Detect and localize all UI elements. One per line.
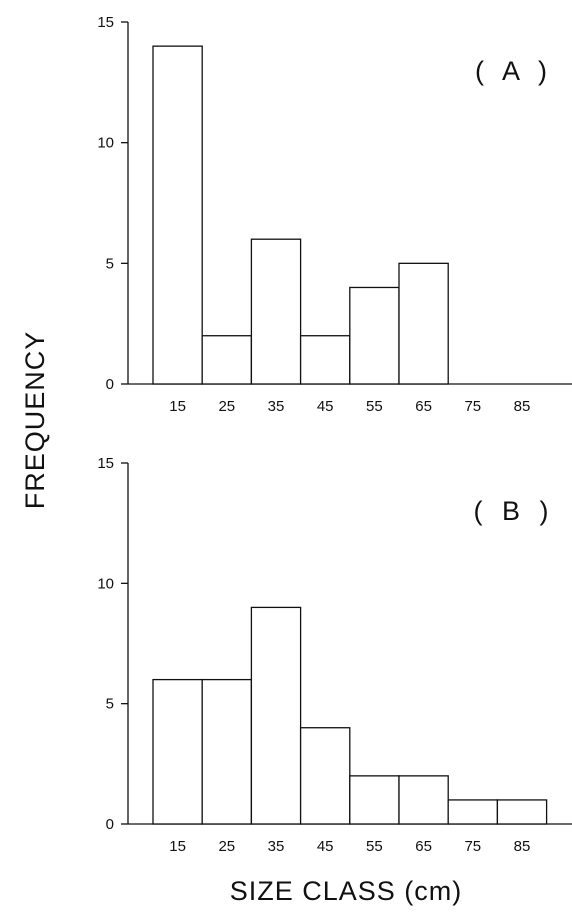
- x-tick-label: 65: [415, 398, 432, 415]
- x-tick-label: 45: [317, 838, 334, 855]
- x-tick-label: 75: [464, 398, 481, 415]
- x-tick-label: 85: [514, 398, 531, 415]
- y-tick-label: 15: [97, 14, 114, 31]
- y-tick-label: 5: [106, 696, 114, 713]
- x-axis-title: SIZE CLASS (cm): [230, 876, 463, 906]
- x-tick-label: 35: [268, 398, 285, 415]
- histogram-bar: [398, 775, 449, 825]
- panel-label: ( A ): [475, 56, 553, 86]
- histogram-bar: [250, 606, 302, 825]
- panel-label: ( B ): [474, 496, 555, 526]
- histogram-bar: [496, 799, 548, 825]
- x-tick-label: 25: [218, 398, 235, 415]
- y-axis-title: FREQUENCY: [20, 331, 50, 510]
- histogram-bar: [201, 678, 253, 825]
- histogram-bar: [299, 727, 351, 825]
- y-tick-label: 5: [106, 255, 114, 272]
- histogram-bar: [349, 286, 400, 385]
- histogram-bar: [250, 238, 302, 385]
- histogram-bar: [152, 678, 203, 825]
- x-tick-label: 55: [366, 838, 383, 855]
- y-tick-label: 0: [106, 376, 114, 393]
- x-tick-label: 55: [366, 398, 383, 415]
- x-tick-label: 25: [218, 838, 235, 855]
- y-tick-label: 0: [106, 816, 114, 833]
- histogram-bar: [398, 262, 449, 385]
- histogram-bar: [349, 775, 400, 825]
- x-tick-label: 15: [169, 398, 186, 415]
- x-tick-label: 85: [514, 838, 531, 855]
- x-tick-label: 65: [415, 838, 432, 855]
- x-tick-label: 45: [317, 398, 334, 415]
- y-tick-label: 15: [97, 455, 114, 472]
- x-tick-label: 75: [464, 838, 481, 855]
- histogram-bar: [201, 335, 253, 385]
- histogram-bar: [299, 335, 351, 385]
- x-tick-label: 35: [268, 838, 285, 855]
- y-tick-label: 10: [97, 575, 114, 592]
- histogram-bar: [447, 799, 499, 825]
- x-tick-label: 15: [169, 838, 186, 855]
- y-tick-label: 10: [97, 135, 114, 152]
- histogram-bar: [152, 45, 203, 385]
